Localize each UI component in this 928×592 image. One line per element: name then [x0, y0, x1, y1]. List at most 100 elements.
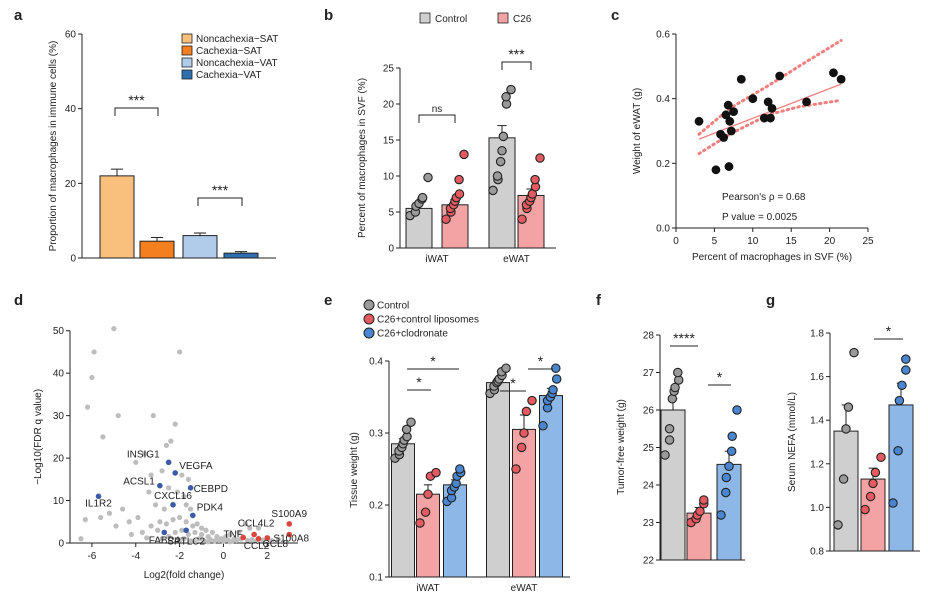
data-point [732, 405, 742, 415]
panel-letter-f: f [596, 292, 602, 309]
data-point [551, 363, 561, 373]
bar-C26+clodronate [888, 404, 914, 552]
data-point [98, 514, 104, 521]
data-point [157, 519, 163, 525]
y-tick-label: 1.6 [810, 372, 824, 383]
legend-swatch [419, 12, 431, 24]
x-tick-label: eWAT [511, 583, 538, 592]
data-point [192, 529, 198, 535]
data-point [82, 517, 88, 523]
y-tick-label: 0 [388, 244, 394, 255]
x-axis-label: Log2(fold change) [144, 570, 225, 581]
legend-label: Cachexia−VAT [196, 70, 262, 81]
legend-swatch [497, 12, 509, 24]
data-point [833, 520, 843, 530]
data-point [260, 537, 266, 543]
y-tick-label: 0.3 [369, 429, 383, 440]
bar-Control-eWAT [486, 382, 510, 578]
data-point [185, 476, 191, 482]
data-point [166, 485, 172, 491]
data-point [174, 489, 181, 495]
data-point [91, 349, 97, 355]
data-point [106, 510, 113, 516]
gene-point [95, 493, 102, 500]
data-point [212, 538, 218, 544]
data-point [766, 113, 775, 123]
data-point [673, 367, 683, 378]
data-point [177, 349, 183, 355]
data-point [551, 374, 562, 384]
y-tick-label: 20 [383, 100, 395, 111]
data-point [725, 116, 735, 126]
data-point [501, 92, 511, 102]
data-point [179, 527, 185, 533]
data-point [488, 185, 498, 196]
data-point [724, 461, 734, 471]
data-point [183, 519, 189, 525]
significance-bracket [418, 114, 456, 123]
y-tick-label: 22 [643, 556, 655, 567]
y-tick-label: 40 [53, 369, 65, 380]
gene-label: SPTLC2 [167, 536, 205, 547]
legend-marker [363, 327, 375, 339]
gene-label: FABP4 [149, 535, 181, 546]
data-point [148, 523, 154, 529]
significance-label: ns [432, 104, 443, 115]
bar-Control [833, 430, 859, 552]
data-point [841, 424, 851, 434]
gene-label: PDK4 [197, 502, 224, 513]
data-point [519, 428, 529, 438]
x-tick-label: 10 [747, 236, 759, 247]
data-point [205, 539, 211, 545]
y-tick-label: 0.8 [810, 547, 824, 558]
data-point [170, 517, 176, 523]
y-tick-label: 10 [383, 172, 395, 183]
y-tick-label: 40 [65, 104, 77, 115]
data-point [492, 171, 503, 181]
data-point [455, 464, 465, 474]
x-tick-label: 5 [712, 236, 718, 247]
data-point [190, 523, 196, 529]
legend-swatch [181, 33, 193, 44]
data-point [194, 521, 200, 527]
panel-letter-b: b [324, 7, 333, 24]
data-point [227, 531, 233, 538]
y-tick-label: 1.8 [810, 329, 824, 340]
data-point [126, 519, 132, 525]
y-axis-label: Percent of macrophages in SVF (%) [357, 78, 368, 238]
y-tick-label: 0.2 [369, 501, 383, 512]
y-tick-label: 0.2 [656, 159, 670, 170]
y-tick-label: 10 [53, 496, 65, 507]
y-tick-label: 25 [643, 443, 655, 454]
bar-C26+control liposomes [860, 478, 886, 552]
x-tick-label: 25 [862, 236, 874, 247]
data-point [159, 468, 165, 474]
gene-point [170, 501, 176, 508]
gene-label: INSIG1 [127, 449, 160, 460]
data-point [723, 100, 733, 110]
data-point [78, 536, 84, 542]
significance-label: * [886, 323, 892, 339]
data-point [166, 534, 172, 540]
significance-label: *** [128, 92, 145, 108]
data-point [152, 502, 159, 508]
data-point [181, 536, 187, 542]
bar-Control-iWAT [391, 443, 415, 578]
annotation: P value = 0.0025 [722, 212, 798, 223]
data-point [141, 451, 148, 457]
data-point [431, 467, 441, 478]
data-point [736, 74, 746, 84]
data-point [748, 94, 758, 104]
legend-marker [363, 299, 375, 311]
data-point [535, 153, 545, 163]
data-point [209, 529, 216, 535]
data-point [802, 97, 811, 107]
y-tick-label: 0 [70, 254, 76, 265]
data-point [726, 126, 736, 136]
data-point [868, 478, 878, 489]
data-point [201, 537, 207, 544]
data-point [454, 174, 464, 185]
confidence-band-upper [697, 38, 843, 136]
data-point [100, 434, 106, 440]
data-point [711, 165, 721, 175]
